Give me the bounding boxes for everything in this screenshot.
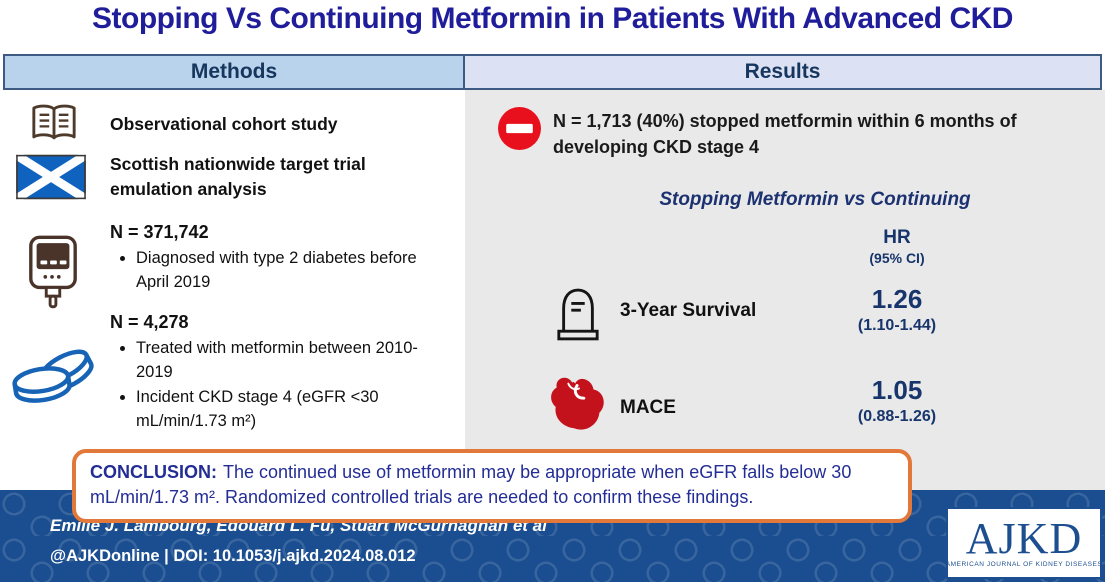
methods-item3: N = 371,742 Diagnosed with type 2 diabet… xyxy=(110,222,428,295)
outcome-row2-value: 1.05 (0.88-1.26) xyxy=(817,377,977,426)
methods-item3-heading: N = 371,742 xyxy=(110,222,209,242)
methods-item1-text: Observational cohort study xyxy=(110,114,338,134)
pills-icon xyxy=(8,336,94,412)
outcome-row2-label: MACE xyxy=(620,397,676,418)
open-book-icon xyxy=(30,102,78,143)
conclusion-box: CONCLUSION: The continued use of metformi… xyxy=(72,449,912,523)
hr-value: 1.05 xyxy=(871,375,923,405)
ajkd-logo-name: AMERICAN JOURNAL OF KIDNEY DISEASES xyxy=(945,560,1103,568)
results-highlight: N = 1,713 (40%) stopped metformin within… xyxy=(553,111,1017,158)
handle-doi-line: @AJKDonline | DOI: 10.1053/j.ajkd.2024.0… xyxy=(50,547,416,565)
results-header: Results xyxy=(465,54,1102,90)
methods-panel: Observational cohort study Scottish nati… xyxy=(0,90,465,490)
methods-item2-text: Scottish nationwide target trial emulati… xyxy=(110,154,366,200)
content-area: Observational cohort study Scottish nati… xyxy=(0,90,1105,490)
ajkd-logo: AJKD AMERICAN JOURNAL OF KIDNEY DISEASES xyxy=(946,507,1102,579)
column-headers: Methods Results xyxy=(3,54,1102,90)
methods-item4: N = 4,278 Treated with metformin between… xyxy=(110,312,428,434)
methods-item4-heading: N = 4,278 xyxy=(110,312,189,332)
comparison-title: Stopping Metformin vs Continuing xyxy=(659,189,971,210)
bullet: Treated with metformin between 2010-2019 xyxy=(136,336,428,385)
conclusion-label: CONCLUSION: xyxy=(90,462,217,482)
hr-value: 1.26 xyxy=(871,284,923,314)
hr-column-header: HR (95% CI) xyxy=(817,227,977,266)
methods-item4-bullets: Treated with metformin between 2010-2019… xyxy=(110,336,428,434)
page-title: Stopping Vs Continuing Metformin in Pati… xyxy=(92,2,1013,35)
bullet: Incident CKD stage 4 (eGFR <30 mL/min/1.… xyxy=(136,385,428,434)
hr-header-label: HR xyxy=(883,227,911,248)
scotland-flag-icon xyxy=(16,154,86,200)
no-entry-icon xyxy=(497,106,542,151)
outcome-row1-value: 1.26 (1.10-1.44) xyxy=(817,286,977,335)
glucose-meter-icon xyxy=(26,234,80,312)
ci-header-label: (95% CI) xyxy=(869,250,925,266)
conclusion-text: The continued use of metformin may be ap… xyxy=(90,462,852,507)
bullet: Diagnosed with type 2 diabetes before Ap… xyxy=(136,246,428,295)
results-panel: N = 1,713 (40%) stopped metformin within… xyxy=(465,90,1105,490)
ci-value: (1.10-1.44) xyxy=(857,317,937,334)
methods-header: Methods xyxy=(3,54,465,90)
outcome-row1-label: 3-Year Survival xyxy=(620,300,757,321)
ci-value: (0.88-1.26) xyxy=(857,408,937,425)
ajkd-logo-acronym: AJKD xyxy=(965,514,1083,564)
methods-item3-bullets: Diagnosed with type 2 diabetes before Ap… xyxy=(110,246,428,295)
tombstone-icon xyxy=(555,282,601,344)
anatomical-heart-icon xyxy=(547,370,611,438)
